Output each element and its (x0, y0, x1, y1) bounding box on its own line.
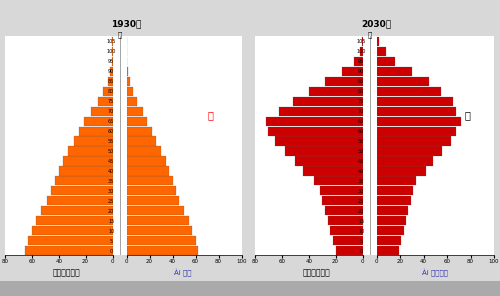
Bar (376, 176, 416, 186)
Text: 2030年: 2030年 (362, 20, 392, 29)
Text: 男: 男 (207, 110, 213, 120)
Bar (126, 206, 184, 215)
Bar (46, 196, 112, 205)
Bar (376, 47, 386, 56)
Bar (376, 97, 453, 106)
Bar (126, 226, 192, 235)
Bar (360, 47, 362, 56)
Bar (314, 176, 362, 186)
Bar (376, 77, 430, 86)
Bar (79, 126, 112, 136)
Text: Ài 国立: Ài 国立 (174, 269, 191, 277)
Text: 人口（万人）: 人口（万人） (302, 268, 330, 277)
Bar (284, 147, 362, 156)
Bar (126, 107, 142, 116)
Bar (325, 206, 362, 215)
Text: Ài 国立社会: Ài 国立社会 (422, 269, 448, 277)
Bar (376, 117, 461, 126)
Bar (336, 246, 362, 255)
Bar (74, 136, 112, 146)
Bar (126, 147, 161, 156)
Bar (376, 126, 456, 136)
Bar (98, 97, 112, 106)
Text: 人口（万人）: 人口（万人） (52, 268, 80, 277)
Text: 歳: 歳 (368, 31, 372, 38)
Bar (268, 126, 362, 136)
Bar (322, 196, 362, 205)
Bar (59, 166, 112, 176)
Bar (126, 186, 176, 195)
Bar (63, 156, 112, 165)
Bar (68, 147, 112, 156)
Bar (376, 67, 412, 76)
Bar (320, 186, 362, 195)
Bar (376, 147, 442, 156)
Bar (126, 196, 180, 205)
Bar (91, 107, 112, 116)
Bar (126, 176, 172, 186)
Bar (275, 136, 362, 146)
Bar (328, 216, 362, 225)
Bar (126, 117, 147, 126)
Bar (266, 117, 362, 126)
Bar (126, 87, 134, 96)
Bar (376, 57, 396, 66)
Bar (54, 176, 112, 186)
Bar (376, 226, 404, 235)
Bar (42, 206, 113, 215)
Bar (330, 226, 362, 235)
Bar (354, 57, 362, 66)
Text: 歳: 歳 (118, 31, 122, 38)
Bar (28, 236, 112, 245)
Bar (126, 156, 166, 165)
Bar (126, 216, 188, 225)
Bar (325, 77, 362, 86)
Bar (292, 97, 362, 106)
Bar (126, 236, 196, 245)
Bar (376, 216, 406, 225)
Bar (376, 37, 380, 46)
Bar (296, 156, 362, 165)
Text: 女: 女 (464, 110, 470, 120)
Bar (25, 246, 112, 255)
Bar (126, 136, 156, 146)
Bar (279, 107, 362, 116)
Bar (108, 77, 112, 86)
Bar (126, 97, 137, 106)
Bar (376, 186, 413, 195)
Bar (376, 166, 426, 176)
Bar (309, 87, 362, 96)
Bar (304, 166, 362, 176)
Bar (50, 186, 112, 195)
Bar (103, 87, 113, 96)
Bar (126, 166, 169, 176)
Bar (342, 67, 362, 76)
Bar (126, 67, 128, 76)
Bar (333, 236, 362, 245)
Bar (36, 216, 113, 225)
Bar (110, 67, 112, 76)
Bar (32, 226, 112, 235)
Bar (126, 77, 130, 86)
Bar (376, 136, 450, 146)
Bar (376, 87, 441, 96)
Bar (376, 246, 399, 255)
Bar (376, 196, 410, 205)
Bar (376, 206, 408, 215)
Bar (84, 117, 112, 126)
Bar (126, 246, 198, 255)
Bar (376, 107, 456, 116)
Bar (376, 156, 433, 165)
Text: 1930年: 1930年 (112, 20, 142, 29)
Bar (126, 126, 152, 136)
Bar (376, 236, 401, 245)
